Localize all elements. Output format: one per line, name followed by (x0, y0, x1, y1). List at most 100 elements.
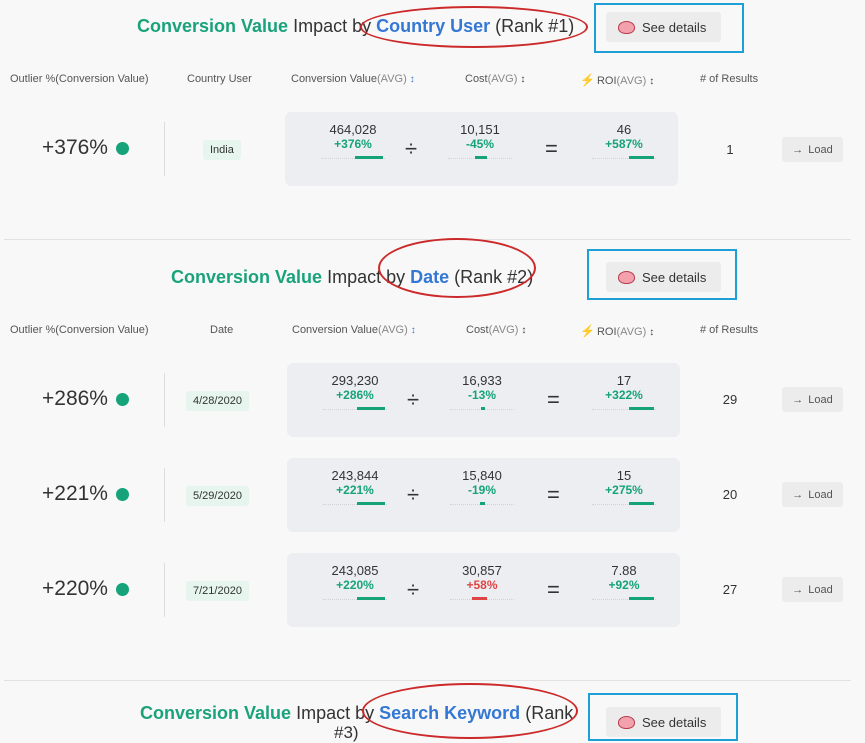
equals-icon: = (547, 482, 560, 507)
divide-icon: ÷ (407, 482, 420, 507)
dimension-chip[interactable]: 4/28/2020 (186, 391, 249, 411)
outlier-text: +221% (42, 482, 108, 505)
header-results: # of Results (700, 324, 759, 336)
annotation-ellipse (362, 683, 578, 739)
header-outlier: Outlier %(Conversion Value) (10, 73, 149, 85)
header-roi-label: ROI (596, 75, 617, 87)
section-search-keyword: Conversion Value Impact by Search Keywor… (0, 681, 865, 742)
sort-icon[interactable]: ↕ (649, 76, 655, 87)
header-value-label: Conversion Value (291, 73, 378, 85)
roi-value: 15 (616, 468, 632, 483)
change-bar (355, 156, 383, 159)
conversion-value-cell: 464,028 +376% (308, 122, 398, 159)
roi-cell: 15 +275% (579, 468, 669, 505)
green-dot-icon (115, 141, 129, 155)
sort-icon[interactable]: ↕ (409, 74, 415, 85)
conversion-value-cell: 243,085 +220% (310, 563, 400, 600)
calculation-panel: 243,085 +220% ÷ 30,857 +58% = 7.88 +92% (287, 553, 680, 627)
divide-icon: ÷ (407, 577, 420, 602)
annotation-ellipse (378, 238, 536, 298)
conversion-value-change: +221% (336, 483, 374, 497)
change-bar-track (323, 406, 387, 410)
cost-cell: 10,151 -45% (435, 122, 525, 159)
divider (164, 468, 165, 522)
header-roi[interactable]: ⚡ ROI(AVG) ↕ (580, 73, 654, 87)
load-button[interactable]: → Load (782, 137, 843, 162)
metric-name: Conversion Value (140, 703, 292, 723)
load-label: Load (808, 488, 833, 501)
cost-change: -45% (465, 137, 494, 151)
sort-icon[interactable]: ↕ (521, 325, 527, 336)
rank-text-line2: #3) (334, 723, 359, 742)
header-cost[interactable]: Cost(AVG) ↕ (466, 324, 526, 336)
sort-icon[interactable]: ↕ (520, 74, 526, 85)
header-cost-label: Cost (465, 73, 488, 85)
outlier-text: +376% (42, 136, 108, 159)
sort-icon[interactable]: ↕ (410, 325, 416, 336)
roi-cell: 17 +322% (579, 373, 669, 410)
outlier-value: +376% (42, 136, 129, 160)
load-button[interactable]: → Load (782, 482, 843, 507)
cost-cell: 15,840 -19% (437, 468, 527, 505)
cost-value: 10,151 (460, 122, 500, 137)
dimension-chip[interactable]: 5/29/2020 (186, 486, 249, 506)
roi-change: +322% (605, 388, 643, 402)
header-value[interactable]: Conversion Value(AVG) ↕ (292, 324, 416, 336)
cost-change: -13% (467, 388, 496, 402)
lightning-icon: ⚡ (580, 324, 595, 338)
roi-change: +275% (605, 483, 643, 497)
see-details-button[interactable]: See details (606, 12, 721, 42)
outlier-text: +286% (42, 387, 108, 410)
cost-value: 30,857 (462, 563, 502, 578)
dimension-chip[interactable]: India (203, 140, 241, 160)
arrow-right-icon: → (792, 393, 804, 406)
see-details-label: See details (642, 269, 707, 285)
change-bar (629, 156, 654, 159)
see-details-button[interactable]: See details (606, 707, 721, 737)
dimension-chip[interactable]: 7/21/2020 (186, 581, 249, 601)
load-button[interactable]: → Load (782, 577, 843, 602)
header-avg: (AVG) (487, 73, 518, 85)
roi-cell: 46 +587% (579, 122, 669, 159)
load-label: Load (808, 143, 833, 156)
roi-change: +92% (608, 578, 640, 592)
section-date: Conversion Value Impact by Date (Rank #2… (0, 238, 865, 680)
header-value[interactable]: Conversion Value(AVG) ↕ (291, 73, 415, 85)
change-bar-track (592, 406, 656, 410)
outlier-value: +286% (42, 387, 129, 411)
change-bar-track (450, 406, 514, 410)
change-bar-track (323, 501, 387, 505)
change-bar-track (321, 155, 385, 159)
change-bar (481, 407, 485, 410)
load-label: Load (808, 393, 833, 406)
change-bar (629, 597, 654, 600)
header-cost[interactable]: Cost(AVG) ↕ (465, 73, 525, 85)
outlier-value: +221% (42, 482, 129, 506)
table-row: +376% India 464,028 +376% ÷ 10,151 -45% … (0, 112, 865, 186)
change-bar-track (450, 501, 514, 505)
brain-icon (618, 20, 635, 34)
change-bar-track (323, 596, 387, 600)
conversion-value-cell: 243,844 +221% (310, 468, 400, 505)
roi-change: +587% (605, 137, 643, 151)
see-details-button[interactable]: See details (606, 262, 721, 292)
header-roi[interactable]: ⚡ ROI(AVG) ↕ (580, 324, 654, 338)
metric-name: Conversion Value (171, 267, 323, 287)
calculation-panel: 464,028 +376% ÷ 10,151 -45% = 46 +587% (285, 112, 678, 186)
cost-value: 16,933 (462, 373, 502, 388)
roi-value: 7.88 (611, 563, 637, 578)
cost-value: 15,840 (462, 468, 502, 483)
arrow-right-icon: → (792, 143, 804, 156)
green-dot-icon (115, 392, 129, 406)
sort-icon[interactable]: ↕ (649, 327, 655, 338)
calculation-panel: 243,844 +221% ÷ 15,840 -19% = 15 +275% (287, 458, 680, 532)
change-bar-track (592, 155, 656, 159)
load-button[interactable]: → Load (782, 387, 843, 412)
table-row: +221% 5/29/2020 243,844 +221% ÷ 15,840 -… (0, 458, 865, 532)
header-outlier: Outlier %(Conversion Value) (10, 324, 149, 336)
conversion-value: 464,028 (329, 122, 377, 137)
header-dimension: Date (210, 324, 234, 336)
results-count: 1 (726, 142, 734, 157)
green-dot-icon (115, 487, 129, 501)
conversion-value: 293,230 (331, 373, 379, 388)
